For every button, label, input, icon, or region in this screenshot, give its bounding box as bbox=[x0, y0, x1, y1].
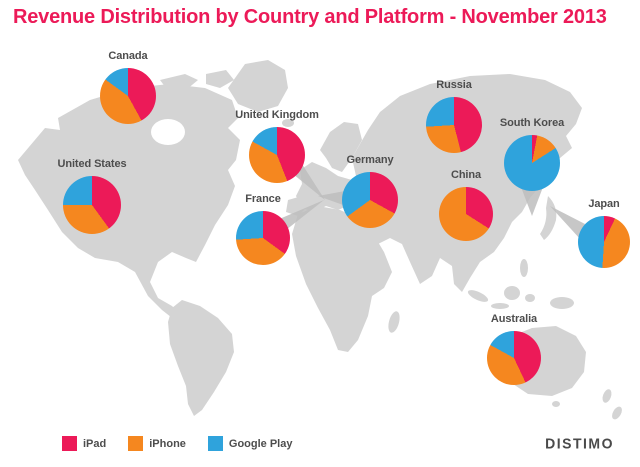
sulawesi bbox=[525, 294, 535, 302]
continent-north-america bbox=[18, 84, 240, 321]
pie-united-kingdom bbox=[249, 127, 305, 183]
pie-label-south-korea: South Korea bbox=[499, 117, 565, 129]
callout-south-korea bbox=[521, 187, 543, 216]
pie-united-states bbox=[63, 176, 121, 234]
ipad-swatch bbox=[62, 436, 77, 451]
pie-japan bbox=[578, 216, 630, 268]
pie-south-korea bbox=[504, 135, 560, 191]
google-play-swatch bbox=[207, 436, 223, 451]
pie-label-france: France bbox=[245, 193, 281, 205]
pie-russia bbox=[426, 97, 482, 153]
iceland bbox=[282, 119, 294, 127]
pie-label-canada: Canada bbox=[108, 50, 148, 62]
callout-france bbox=[277, 200, 324, 230]
pie-germany bbox=[342, 172, 398, 228]
iphone-swatch bbox=[128, 436, 144, 451]
distimo-logo: DISTIMO bbox=[545, 434, 614, 452]
pie-label-japan: Japan bbox=[588, 198, 620, 210]
philippines bbox=[520, 259, 528, 277]
legend-item-ipad: iPad bbox=[62, 436, 106, 451]
new-zealand-north bbox=[602, 389, 612, 403]
java bbox=[491, 303, 509, 309]
pie-china bbox=[439, 187, 493, 241]
pie-label-australia: Australia bbox=[490, 313, 538, 325]
pie-label-germany: Germany bbox=[346, 154, 394, 166]
scandinavia bbox=[320, 122, 362, 172]
pie-label-united-states: United States bbox=[57, 158, 127, 170]
legend-item-iphone: iPhone bbox=[128, 436, 186, 451]
madagascar bbox=[388, 311, 400, 333]
ipad-label: iPad bbox=[83, 437, 107, 450]
pie-label-russia: Russia bbox=[436, 79, 472, 91]
callout-layer bbox=[277, 164, 585, 240]
pie-australia bbox=[487, 331, 541, 385]
legend: iPad iPhone Google Play bbox=[62, 436, 304, 451]
continent-africa bbox=[292, 206, 392, 352]
borneo bbox=[504, 286, 520, 300]
new-zealand-south bbox=[612, 406, 622, 420]
pie-label-china: China bbox=[450, 169, 482, 181]
continent-asia bbox=[352, 74, 582, 292]
hudson-bay bbox=[151, 119, 185, 145]
tasmania bbox=[552, 401, 560, 407]
sumatra bbox=[467, 290, 489, 302]
pie-france bbox=[236, 211, 290, 265]
arctic-islands bbox=[160, 74, 198, 90]
page-title: Revenue Distribution by Country and Plat… bbox=[13, 6, 607, 28]
callout-germany bbox=[318, 191, 346, 206]
continent-south-america bbox=[168, 300, 234, 416]
google-play-label: Google Play bbox=[228, 437, 293, 450]
callout-japan bbox=[550, 206, 585, 240]
pie-label-united-kingdom: United Kingdom bbox=[235, 109, 319, 121]
greenland bbox=[228, 60, 288, 112]
arctic-islands bbox=[206, 70, 234, 88]
pie-canada bbox=[100, 68, 156, 124]
japan-isles bbox=[540, 196, 557, 240]
iphone-label: iPhone bbox=[149, 437, 186, 450]
callout-united-kingdom bbox=[293, 164, 325, 200]
legend-item-google-play: Google Play bbox=[207, 436, 293, 451]
new-guinea bbox=[550, 297, 574, 309]
